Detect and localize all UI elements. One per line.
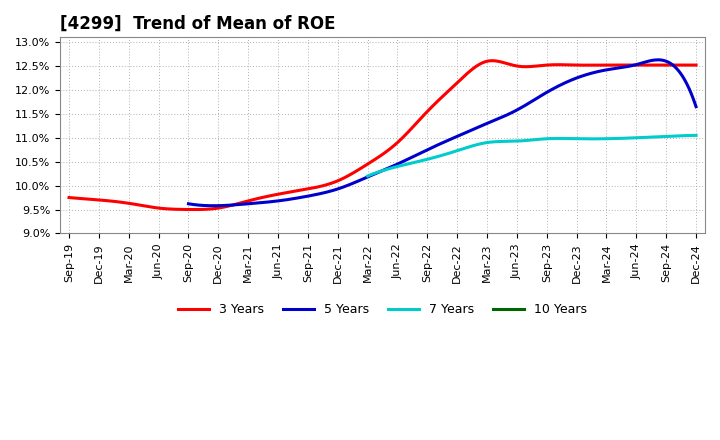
3 Years [692, 62, 701, 68]
7 Years [640, 135, 649, 140]
5 Years [210, 203, 218, 209]
7 Years [558, 136, 567, 141]
3 Years [598, 62, 606, 68]
5 Years [497, 115, 505, 120]
5 Years [654, 57, 663, 62]
Line: 5 Years: 5 Years [189, 60, 696, 206]
5 Years [488, 119, 497, 124]
Line: 7 Years: 7 Years [368, 136, 696, 176]
Line: 3 Years: 3 Years [69, 61, 696, 209]
5 Years [646, 58, 654, 63]
3 Years [440, 92, 449, 97]
7 Years [559, 136, 567, 141]
5 Years [613, 66, 622, 71]
5 Years [692, 104, 701, 109]
7 Years [364, 173, 372, 179]
3 Years [438, 94, 446, 99]
3 Years [637, 62, 646, 68]
Legend: 3 Years, 5 Years, 7 Years, 10 Years: 3 Years, 5 Years, 7 Years, 10 Years [173, 298, 593, 321]
3 Years [67, 195, 76, 200]
5 Years [486, 119, 495, 125]
3 Years [488, 58, 497, 63]
Text: [4299]  Trend of Mean of ROE: [4299] Trend of Mean of ROE [60, 15, 336, 33]
5 Years [186, 202, 194, 207]
3 Years [451, 82, 459, 88]
3 Years [65, 195, 73, 200]
5 Years [184, 201, 193, 206]
7 Years [661, 134, 670, 139]
7 Years [364, 173, 373, 178]
3 Years [191, 207, 199, 212]
7 Years [692, 133, 701, 138]
7 Years [564, 136, 573, 141]
